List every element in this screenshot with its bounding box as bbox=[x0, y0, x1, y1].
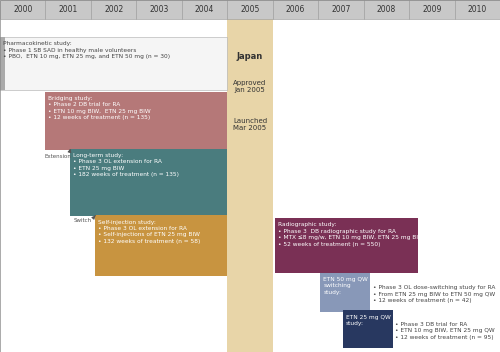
Text: ETN 50 mg QW
switching
study:: ETN 50 mg QW switching study: bbox=[323, 277, 368, 295]
Text: 2005: 2005 bbox=[240, 5, 260, 14]
FancyBboxPatch shape bbox=[364, 0, 409, 19]
Text: 2010: 2010 bbox=[468, 5, 487, 14]
Text: 2001: 2001 bbox=[58, 5, 78, 14]
FancyBboxPatch shape bbox=[228, 0, 272, 19]
FancyBboxPatch shape bbox=[70, 149, 228, 216]
FancyBboxPatch shape bbox=[46, 0, 91, 19]
Text: ETN 25 mg QW
study:: ETN 25 mg QW study: bbox=[346, 315, 391, 326]
FancyBboxPatch shape bbox=[320, 273, 370, 312]
FancyBboxPatch shape bbox=[91, 0, 136, 19]
FancyBboxPatch shape bbox=[454, 0, 500, 19]
FancyBboxPatch shape bbox=[272, 0, 318, 19]
Text: 2009: 2009 bbox=[422, 5, 442, 14]
Text: 2002: 2002 bbox=[104, 5, 124, 14]
Text: 2008: 2008 bbox=[376, 5, 396, 14]
Text: Switch: Switch bbox=[74, 218, 92, 222]
Text: Self-injection study:
• Phase 3 OL extension for RA
• Self-injections of ETN 25 : Self-injection study: • Phase 3 OL exten… bbox=[98, 220, 200, 244]
Text: Approved
Jan 2005: Approved Jan 2005 bbox=[234, 80, 266, 93]
Text: 2007: 2007 bbox=[331, 5, 350, 14]
FancyBboxPatch shape bbox=[0, 37, 228, 90]
Text: Pharmacokinetic study:
• Phase 1 SB SAD in healthy male volunteers
• PBO,  ETN 1: Pharmacokinetic study: • Phase 1 SB SAD … bbox=[2, 41, 170, 59]
FancyBboxPatch shape bbox=[228, 19, 272, 352]
Text: • Phase 3 DB trial for RA
• ETN 10 mg BIW, ETN 25 mg QW
• 12 weeks of treatment : • Phase 3 DB trial for RA • ETN 10 mg BI… bbox=[396, 322, 495, 340]
FancyBboxPatch shape bbox=[343, 310, 393, 348]
FancyBboxPatch shape bbox=[409, 0, 455, 19]
Text: 2006: 2006 bbox=[286, 5, 305, 14]
Text: Bridging study:
• Phase 2 DB trial for RA
• ETN 10 mg BIW,  ETN 25 mg BIW
• 12 w: Bridging study: • Phase 2 DB trial for R… bbox=[48, 96, 151, 120]
Text: Extension: Extension bbox=[44, 154, 72, 159]
Text: 2003: 2003 bbox=[150, 5, 169, 14]
FancyBboxPatch shape bbox=[46, 92, 228, 150]
Text: Japan: Japan bbox=[237, 52, 263, 61]
Text: 2000: 2000 bbox=[13, 5, 32, 14]
FancyBboxPatch shape bbox=[318, 0, 364, 19]
Text: • Phase 3 OL dose-switching study for RA
• From ETN 25 mg BIW to ETN 50 mg QW
• : • Phase 3 OL dose-switching study for RA… bbox=[372, 285, 495, 303]
FancyBboxPatch shape bbox=[275, 218, 418, 273]
Text: Long-term study:
• Phase 3 OL extension for RA
• ETN 25 mg BIW
• 182 weeks of tr: Long-term study: • Phase 3 OL extension … bbox=[73, 153, 179, 177]
FancyBboxPatch shape bbox=[0, 37, 6, 90]
Text: Radiographic study:
• Phase 3  DB radiographic study for RA
• MTX ≤8 mg/w, ETN 1: Radiographic study: • Phase 3 DB radiogr… bbox=[278, 222, 424, 247]
Text: Launched
Mar 2005: Launched Mar 2005 bbox=[233, 119, 267, 131]
Text: 2004: 2004 bbox=[195, 5, 214, 14]
FancyBboxPatch shape bbox=[0, 0, 46, 19]
FancyBboxPatch shape bbox=[182, 0, 228, 19]
FancyBboxPatch shape bbox=[96, 215, 228, 276]
FancyBboxPatch shape bbox=[136, 0, 182, 19]
